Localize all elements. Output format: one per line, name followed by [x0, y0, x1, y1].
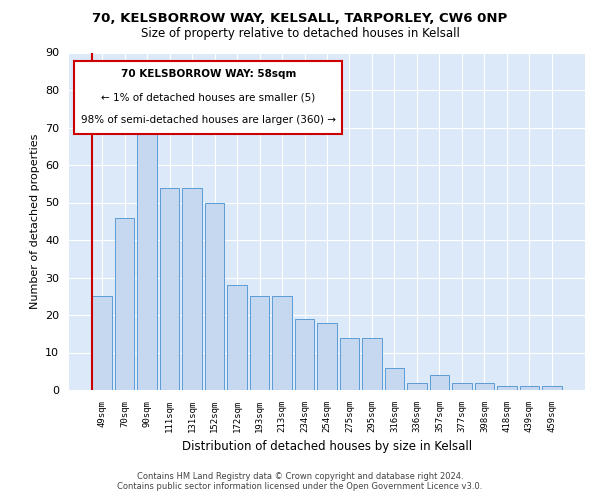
Bar: [317, 322, 337, 390]
Bar: [362, 338, 382, 390]
Bar: [340, 338, 359, 390]
Text: 70, KELSBORROW WAY, KELSALL, TARPORLEY, CW6 0NP: 70, KELSBORROW WAY, KELSALL, TARPORLEY, …: [92, 12, 508, 26]
Bar: [250, 296, 269, 390]
Bar: [115, 218, 134, 390]
Bar: [227, 285, 247, 390]
Bar: [92, 296, 112, 390]
Bar: [272, 296, 292, 390]
Bar: [497, 386, 517, 390]
Bar: [407, 382, 427, 390]
Y-axis label: Number of detached properties: Number of detached properties: [29, 134, 40, 309]
Text: 70 KELSBORROW WAY: 58sqm: 70 KELSBORROW WAY: 58sqm: [121, 69, 296, 79]
Bar: [160, 188, 179, 390]
Text: Contains HM Land Registry data © Crown copyright and database right 2024.
Contai: Contains HM Land Registry data © Crown c…: [118, 472, 482, 491]
Text: ← 1% of detached houses are smaller (5): ← 1% of detached houses are smaller (5): [101, 92, 316, 102]
Bar: [520, 386, 539, 390]
Text: 98% of semi-detached houses are larger (360) →: 98% of semi-detached houses are larger (…: [81, 116, 336, 126]
FancyBboxPatch shape: [74, 61, 343, 134]
X-axis label: Distribution of detached houses by size in Kelsall: Distribution of detached houses by size …: [182, 440, 472, 454]
Bar: [385, 368, 404, 390]
Bar: [430, 375, 449, 390]
Bar: [542, 386, 562, 390]
Bar: [475, 382, 494, 390]
Bar: [137, 131, 157, 390]
Text: Size of property relative to detached houses in Kelsall: Size of property relative to detached ho…: [140, 28, 460, 40]
Bar: [295, 319, 314, 390]
Bar: [182, 188, 202, 390]
Bar: [452, 382, 472, 390]
Bar: [205, 202, 224, 390]
